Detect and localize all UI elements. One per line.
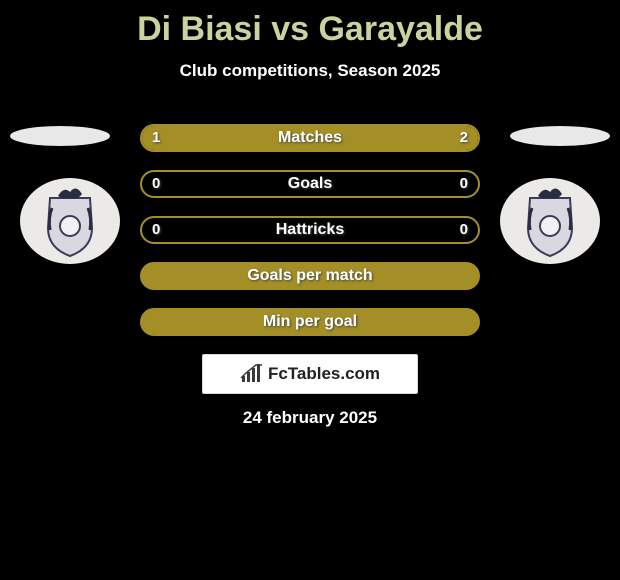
stat-bar: 00Hattricks [140, 216, 480, 244]
stat-bar: Min per goal [140, 308, 480, 336]
brand-text: FcTables.com [268, 364, 380, 384]
bar-label: Goals per match [142, 264, 478, 288]
subtitle: Club competitions, Season 2025 [0, 61, 620, 81]
bar-label: Goals [142, 172, 478, 196]
club-crest-left [20, 178, 120, 264]
bar-chart-icon [240, 364, 264, 384]
page-title: Di Biasi vs Garayalde [0, 0, 620, 49]
brand-badge: FcTables.com [202, 354, 418, 394]
club-crest-right [500, 178, 600, 264]
player-avatar-left [10, 126, 110, 146]
stat-bar: 00Goals [140, 170, 480, 198]
bar-label: Hattricks [142, 218, 478, 242]
bar-label: Min per goal [142, 310, 478, 334]
player-avatar-right [510, 126, 610, 146]
stat-bar: 12Matches [140, 124, 480, 152]
date-label: 24 february 2025 [0, 408, 620, 428]
bar-label: Matches [142, 126, 478, 150]
stat-bar: Goals per match [140, 262, 480, 290]
comparison-bars: 12Matches 00Goals 00Hattricks Goals per mat… [140, 124, 480, 354]
